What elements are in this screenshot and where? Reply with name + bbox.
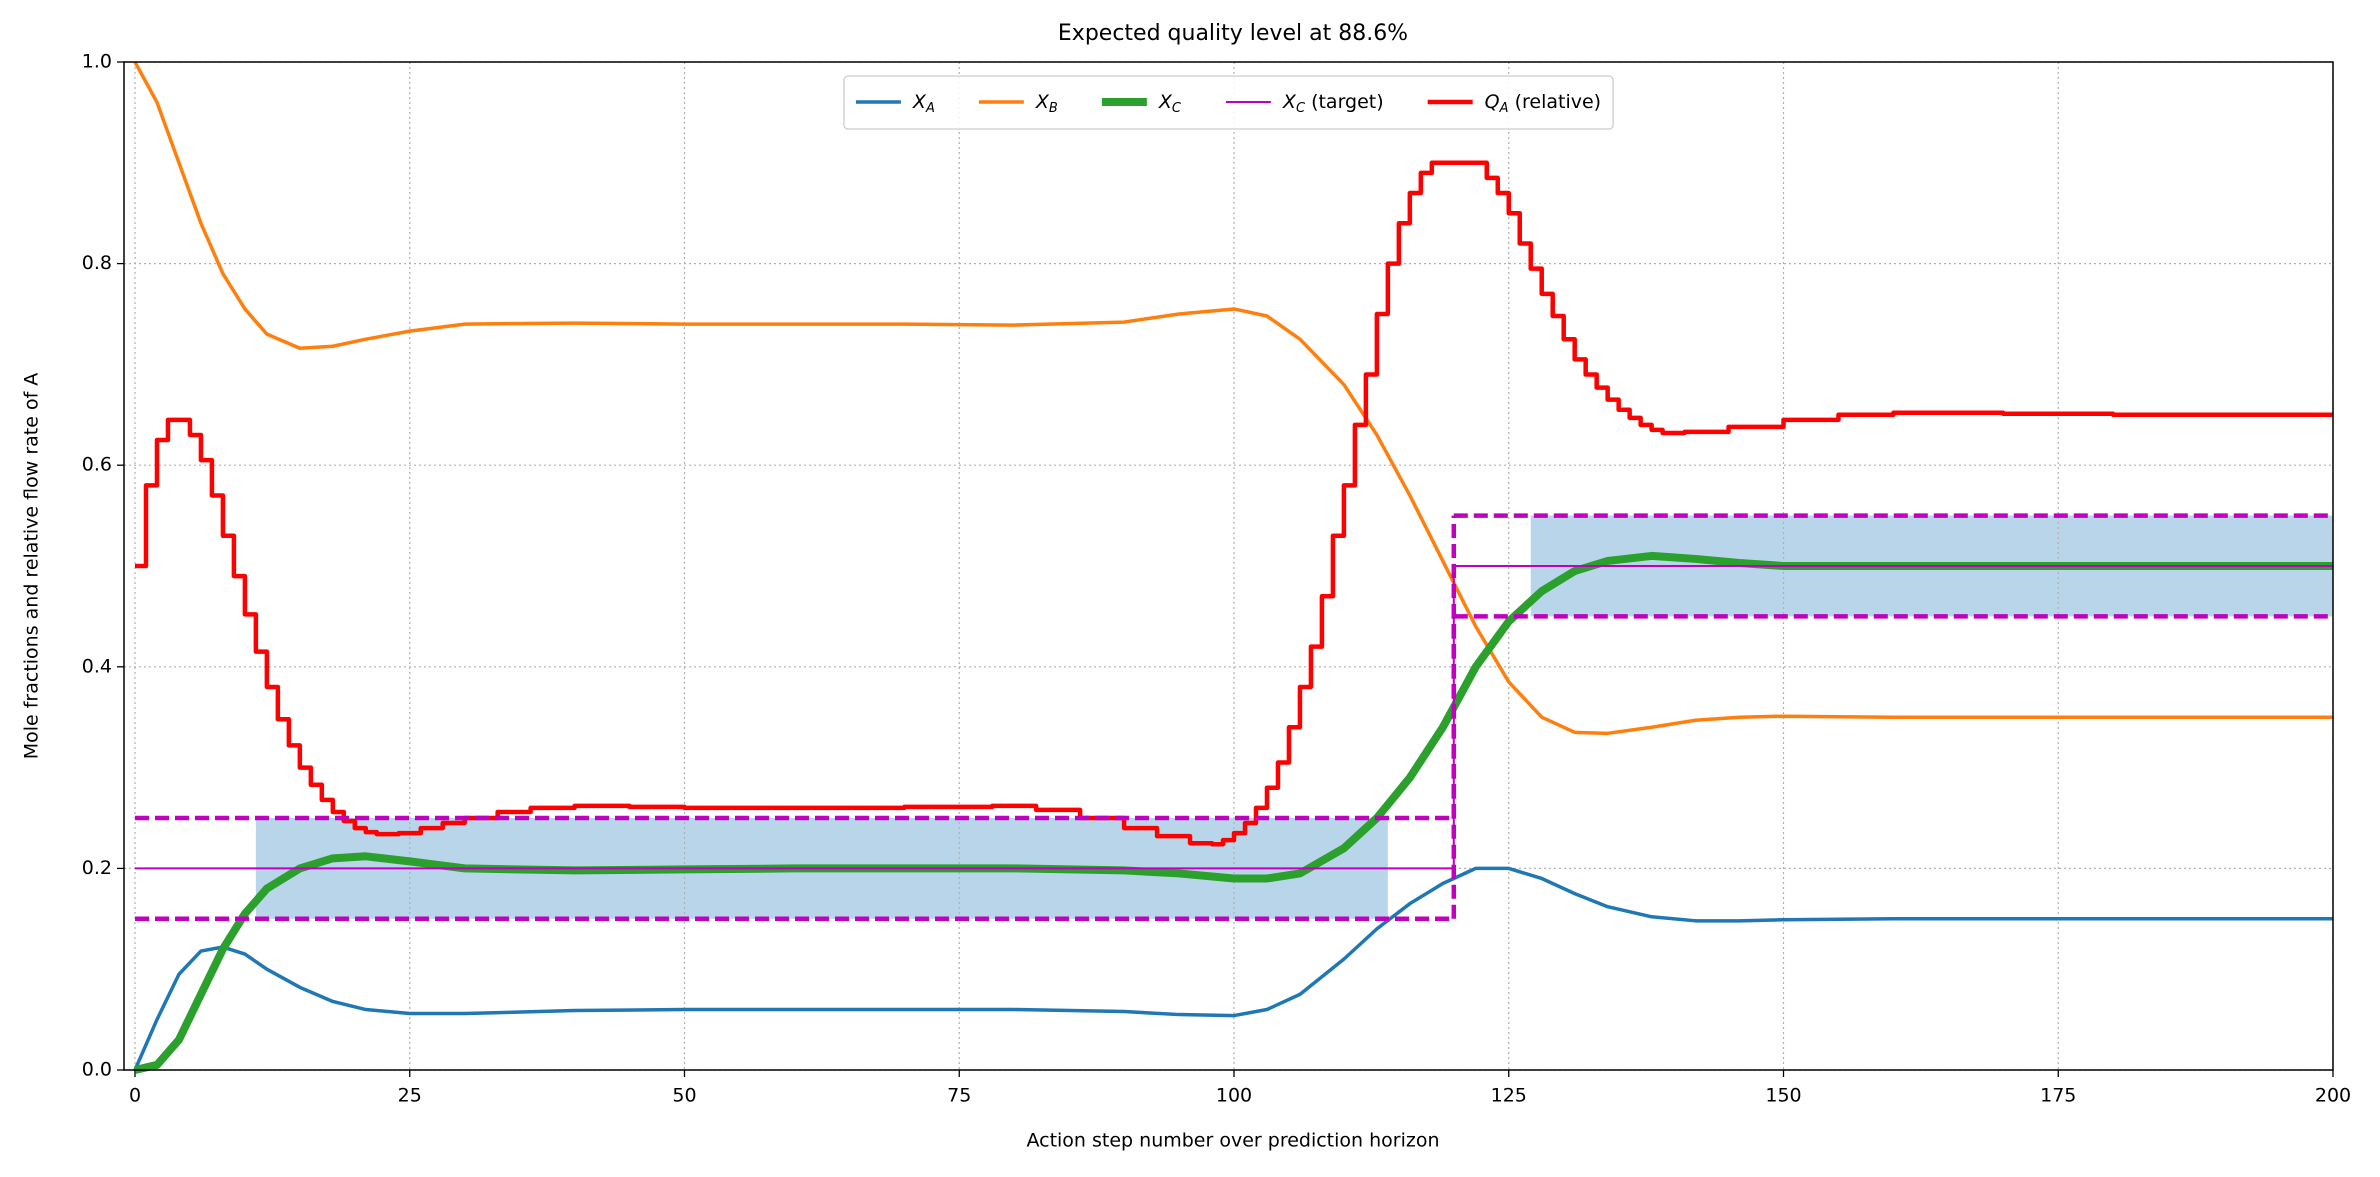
x-tick-label: 50 [672, 1085, 696, 1107]
legend-label: XA [912, 91, 935, 116]
series-line [133, 866, 2333, 1071]
x-tick-label: 125 [1491, 1085, 1527, 1107]
legend-label-main: X [1158, 91, 1173, 113]
y-tick-label: 0.0 [82, 1059, 112, 1081]
x-tick-label: 175 [2040, 1085, 2076, 1107]
legend-label: XB [1035, 91, 1058, 116]
legend: XA XB XC XC (target) QA (relative) [843, 75, 1614, 130]
legend-label-sub: A [1499, 101, 1509, 116]
x-tick-label: 200 [2315, 1085, 2351, 1107]
y-tick-label: 0.8 [82, 252, 112, 274]
legend-label-main: Q [1485, 91, 1500, 113]
legend-item: QA (relative) [1427, 91, 1601, 116]
legend-label: XC [1158, 91, 1182, 116]
legend-label-main: X [1282, 91, 1297, 113]
legend-label-main: X [912, 91, 927, 113]
chart-title: Expected quality level at 88.6% [1058, 21, 1408, 46]
y-tick-label: 0.6 [82, 454, 112, 476]
legend-label-sub: C [1296, 101, 1306, 116]
x-axis-label: Action step number over prediction horiz… [1026, 1130, 1439, 1152]
legend-label: QA (relative) [1485, 91, 1601, 116]
series-line [134, 160, 2333, 847]
legend-item: XC [1101, 91, 1182, 116]
x-tick-label: 150 [1765, 1085, 1801, 1107]
legend-label: XC (target) [1282, 91, 1384, 116]
x-tick-label: 100 [1216, 1085, 1252, 1107]
legend-label-sub: A [925, 101, 935, 116]
x-tick-label: 75 [947, 1085, 971, 1107]
x-tick-label: 25 [398, 1085, 422, 1107]
series-line [134, 551, 2333, 1074]
legend-item: XC (target) [1225, 91, 1384, 116]
legend-label-main: X [1035, 91, 1050, 113]
y-axis-label: Mole fractions and relative flow rate of… [21, 373, 43, 760]
legend-item: XA [855, 91, 935, 116]
legend-label-sub: B [1049, 101, 1058, 116]
series-line [133, 61, 2333, 736]
y-tick-label: 0.4 [82, 655, 112, 677]
plot-frame [123, 61, 2334, 1071]
y-tick-label: 0.2 [82, 857, 112, 879]
legend-label-sub: C [1172, 101, 1182, 116]
legend-label-rest: (relative) [1509, 91, 1602, 113]
x-tick-label: 0 [129, 1085, 141, 1107]
legend-label-rest: (target) [1305, 91, 1384, 113]
y-tick-label: 1.0 [82, 51, 112, 73]
legend-item: XB [978, 91, 1058, 116]
